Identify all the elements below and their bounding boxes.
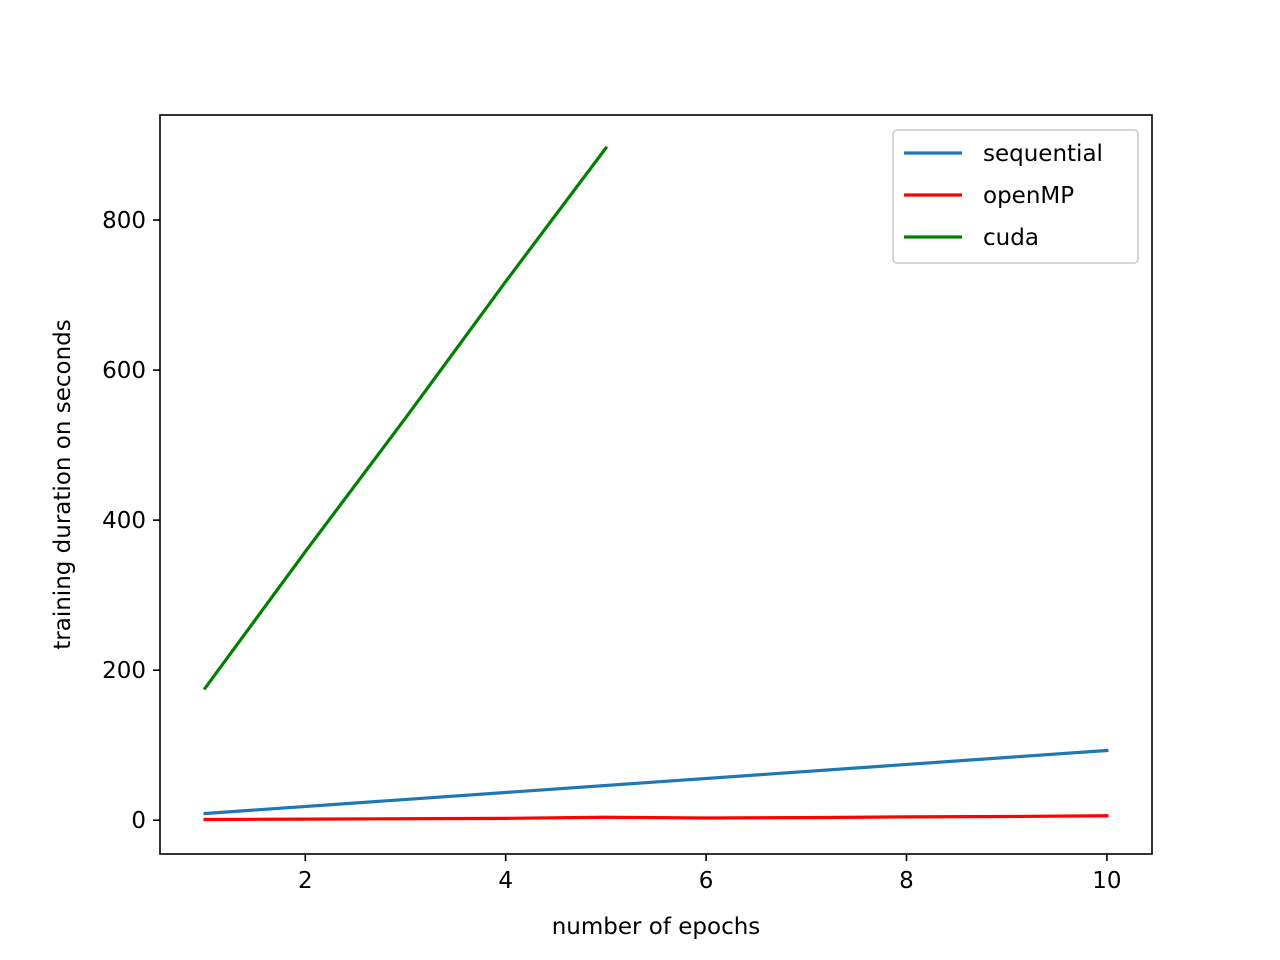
- series-line-cuda: [202, 145, 609, 691]
- y-axis-label: training duration on seconds: [50, 319, 76, 649]
- y-tick-label: 400: [102, 508, 146, 534]
- x-tick-label: 4: [498, 868, 513, 894]
- legend: sequential openMP cuda: [892, 129, 1139, 264]
- legend-label-sequential: sequential: [983, 141, 1103, 167]
- y-tick-label: 0: [131, 808, 146, 834]
- x-axis-ticks: 2 4 6 8 10: [298, 854, 1122, 894]
- x-tick-label: 2: [298, 868, 313, 894]
- series-layer: [202, 145, 1109, 822]
- x-tick-label: 10: [1092, 868, 1121, 894]
- x-tick-label: 8: [899, 868, 914, 894]
- y-tick-label: 600: [102, 358, 146, 384]
- series-line-openmp: [203, 814, 1109, 822]
- y-tick-label: 200: [102, 658, 146, 684]
- x-axis-label: number of epochs: [552, 914, 761, 940]
- x-tick-label: 6: [699, 868, 714, 894]
- y-tick-label: 800: [102, 208, 146, 234]
- legend-box: [892, 129, 1139, 264]
- y-axis-ticks: 0 200 400 600 800: [102, 208, 160, 834]
- series-line-sequential: [203, 748, 1109, 816]
- legend-label-cuda: cuda: [983, 225, 1039, 251]
- legend-label-openmp: openMP: [983, 183, 1074, 209]
- plot-frame: [159, 114, 1153, 855]
